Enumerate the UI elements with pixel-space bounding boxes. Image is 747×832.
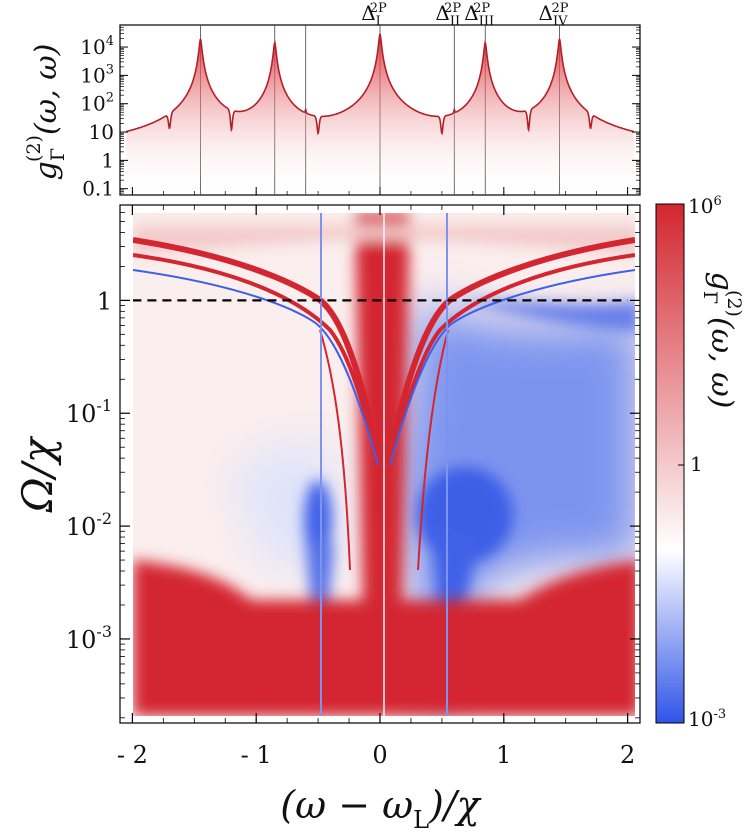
colorbar-min-label: 10-3	[688, 707, 726, 731]
main-x-ticks: - 2 - 1 0 1 2	[117, 205, 635, 769]
colorbar: 106 1 10-3 gΓ (2)(ω, ω)	[655, 194, 745, 731]
resonance-label-I: ΔI2P	[361, 1, 387, 29]
main-ytick-label-3: 1	[97, 287, 112, 315]
top-ylabel: gΓ(2)(ω, ω)	[23, 44, 69, 181]
main-xlabel-sub: L	[413, 806, 429, 832]
top-curve-line	[125, 33, 635, 136]
top-y-ticks: 0.1 1 10 102 103 104	[80, 24, 640, 201]
top-ytick-label-3: 102	[80, 91, 114, 116]
colorbar-mid-label: 1	[690, 452, 703, 476]
top-peak-labels: ΔI2P ΔII2P ΔIII2P ΔIV2P	[361, 1, 569, 29]
top-curve-fill	[126, 33, 634, 195]
main-xtick-label-2: 0	[372, 741, 387, 769]
top-ytick-label-4: 103	[80, 62, 114, 87]
top-ytick-label-0: 0.1	[82, 177, 114, 201]
main-ytick-label-2: 10-1	[66, 396, 112, 428]
colorbar-max-label: 106	[688, 194, 722, 218]
main-ytick-label-0: 10-3	[66, 622, 112, 654]
colorbar-label: gΓ (2)(ω, ω)	[699, 272, 745, 409]
main-xtick-label-0: - 2	[117, 741, 148, 769]
main-xtick-label-4: 2	[620, 741, 635, 769]
resonance-label-IV: ΔIV2P	[539, 1, 569, 29]
resonance-label-III: ΔIII2P	[464, 1, 494, 29]
main-xlabel: (ω − ωL)/χ	[280, 783, 481, 832]
top-x-ticks	[131, 187, 629, 195]
main-ylabel: Ω/χ	[13, 435, 62, 513]
resonance-label-II: ΔII2P	[435, 1, 461, 29]
main-xlabel-post: )/χ	[428, 783, 482, 827]
top-ytick-label-1: 1	[101, 148, 114, 172]
top-ylabel-sub: Γ	[47, 148, 69, 161]
top-ylabel-base: g	[29, 161, 64, 180]
top-ylabel-args: (ω, ω)	[29, 44, 64, 135]
top-ylabel-sup: (2)	[23, 135, 45, 162]
main-xtick-label-1: - 1	[241, 741, 272, 769]
top-ytick-label-5: 104	[80, 34, 114, 59]
main-panel: 10-3 10-2 10-1 1 - 2 - 1 0 1 2 (ω − ωL)/χ Ω/χ	[13, 204, 641, 832]
main-xtick-label-3: 1	[496, 741, 511, 769]
colorbar-gradient	[655, 203, 685, 724]
main-y-ticks: 10-3 10-2 10-1 1	[66, 204, 640, 719]
heatmap	[133, 213, 635, 716]
main-ytick-label-1: 10-2	[66, 509, 112, 541]
top-ytick-label-2: 10	[89, 120, 114, 144]
main-xlabel-pre: (ω − ω	[280, 783, 413, 827]
